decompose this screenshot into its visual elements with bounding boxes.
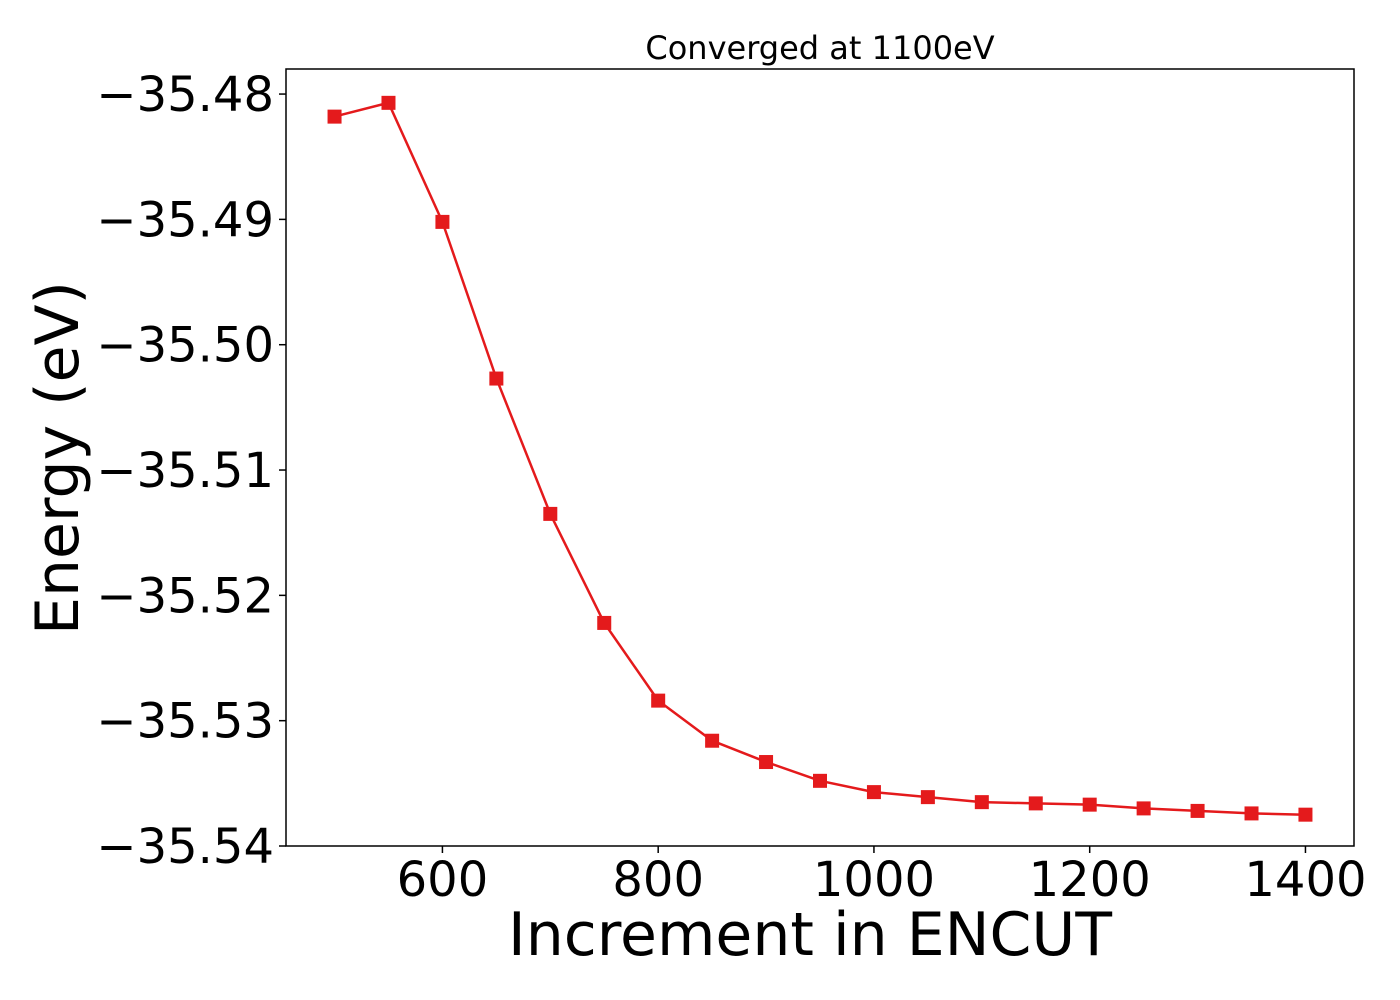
x-tick-label: 600 bbox=[397, 852, 489, 908]
y-axis-label: Energy (eV) bbox=[23, 281, 93, 635]
data-point-marker bbox=[327, 109, 342, 124]
y-tick-label: −35.54 bbox=[96, 819, 274, 875]
x-tick-label: 1000 bbox=[813, 852, 935, 908]
data-point-marker bbox=[381, 95, 396, 110]
y-tick-label: −35.52 bbox=[96, 568, 274, 624]
data-point-marker bbox=[489, 371, 504, 386]
data-series bbox=[327, 95, 1313, 822]
data-point-marker bbox=[1082, 797, 1097, 812]
chart-title: Converged at 1100eV bbox=[645, 29, 994, 67]
data-point-marker bbox=[597, 615, 612, 630]
data-point-marker bbox=[705, 733, 720, 748]
x-tick-label: 800 bbox=[612, 852, 704, 908]
y-tick-label: −35.49 bbox=[96, 192, 274, 248]
data-point-marker bbox=[974, 795, 989, 810]
y-tick-label: −35.53 bbox=[96, 694, 274, 750]
data-point-marker bbox=[1244, 806, 1259, 821]
data-point-marker bbox=[759, 755, 774, 770]
y-tick-label: −35.48 bbox=[96, 67, 274, 123]
data-point-marker bbox=[813, 773, 827, 788]
x-tick-label: 1400 bbox=[1244, 852, 1366, 908]
axis-ticks: 600 800 1000 1200 1400 −35.48 −35.49 −35.50 −35.… bbox=[96, 67, 1366, 908]
data-point-marker bbox=[543, 506, 558, 521]
y-tick-label: −35.51 bbox=[96, 443, 274, 499]
data-point-marker bbox=[1298, 807, 1313, 822]
x-axis-label: Increment in ENCUT bbox=[508, 900, 1112, 970]
data-point-marker bbox=[1028, 796, 1043, 811]
x-tick-label: 1200 bbox=[1029, 852, 1151, 908]
data-point-marker bbox=[435, 214, 450, 229]
data-point-marker bbox=[920, 790, 935, 805]
data-point-marker bbox=[1136, 801, 1151, 816]
data-point-marker bbox=[866, 785, 881, 800]
plot-area-frame bbox=[285, 68, 1355, 847]
data-point-marker bbox=[1190, 803, 1205, 818]
data-point-marker bbox=[651, 693, 666, 708]
y-tick-label: −35.50 bbox=[96, 318, 274, 374]
